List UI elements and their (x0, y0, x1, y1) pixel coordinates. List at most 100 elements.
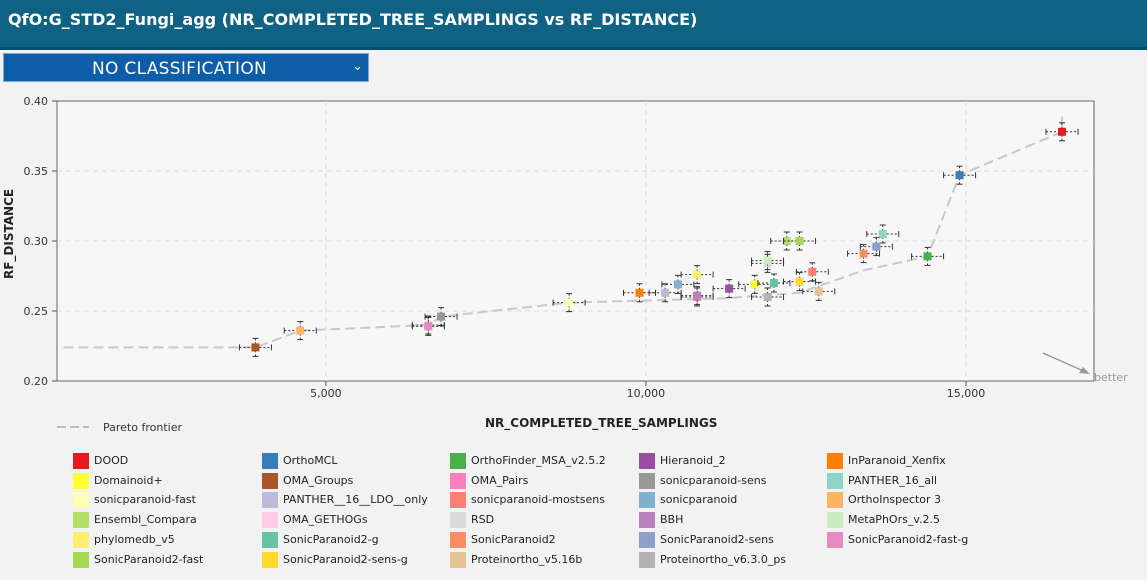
legend-swatch (827, 472, 843, 489)
legend-label: SonicParanoid2-sens-g (283, 552, 408, 566)
point-marker (782, 237, 791, 245)
legend-label: Domainoid+ (94, 473, 163, 487)
point-marker (814, 287, 823, 296)
legend-swatch (639, 512, 655, 529)
legend-label: OrthoMCL (283, 454, 338, 467)
legend-swatch (73, 492, 89, 509)
classification-select[interactable]: NO CLASSIFICATION ⌄ (3, 53, 369, 82)
legend-label: MetaPhOrs_v.2.5 (848, 513, 940, 527)
legend-swatch (73, 453, 89, 469)
legend-swatch (450, 551, 466, 568)
legend-label: sonicparanoid-sens (660, 473, 767, 487)
legend-label: sonicparanoid (660, 493, 738, 507)
data-point (847, 244, 881, 264)
header-bar: QfO:G_STD2_Fungi_agg (NR_COMPLETED_TREE_… (0, 0, 1147, 50)
data-point (911, 246, 945, 266)
point-marker (763, 256, 772, 265)
legend-swatch (73, 472, 89, 489)
y-tick-label: 0.35 (24, 165, 49, 178)
better-arrow (1042, 352, 1089, 374)
x-axis-label: NR_COMPLETED_TREE_SAMPLINGS (485, 416, 717, 431)
legend-label: OrthoFinder_MSA_v2.5.2 (471, 454, 606, 467)
grid (57, 101, 1094, 381)
x-tick-label: 10,000 (627, 387, 666, 400)
point-marker (565, 298, 574, 307)
data-point (411, 316, 445, 336)
data-point (712, 279, 746, 299)
legend-swatch (827, 453, 843, 469)
better-arrow-head (1079, 367, 1090, 374)
legend-swatch (827, 531, 843, 548)
legend-swatch (73, 551, 89, 568)
point-marker (296, 326, 305, 335)
legend-label: OMA_GETHOGs (283, 513, 368, 527)
legend-swatch (262, 453, 278, 469)
point-marker (251, 343, 260, 352)
legend-swatch (639, 551, 655, 568)
y-tick-label: 0.20 (24, 375, 49, 388)
legend-label: SonicParanoid2-fast (94, 552, 204, 566)
data-point (424, 307, 458, 327)
legend-swatch (827, 512, 843, 529)
pareto-legend-label: Pareto frontier (103, 421, 182, 434)
data-point (943, 165, 977, 185)
point-marker (955, 171, 964, 180)
data-point (770, 231, 804, 251)
legend-swatch (639, 472, 655, 489)
data-points (238, 122, 1079, 357)
legend-label: OrthoInspector 3 (848, 493, 942, 507)
y-tick-label: 0.40 (24, 95, 49, 108)
point-marker (693, 291, 702, 300)
data-point (795, 262, 829, 282)
point-marker (1057, 127, 1066, 136)
point-marker (437, 312, 446, 321)
legend-swatch (827, 492, 843, 509)
legend-swatch (450, 492, 466, 509)
legend-label: BBH (660, 513, 684, 527)
point-marker (750, 280, 759, 289)
legend-swatch (639, 453, 655, 469)
point-marker (673, 280, 682, 289)
legend-label: DOOD (94, 454, 129, 467)
legend-label: sonicparanoid-fast (94, 493, 196, 507)
classification-value: NO CLASSIFICATION (92, 59, 268, 79)
legend-swatch (262, 472, 278, 489)
legend-label: SonicParanoid2-fast-g (848, 532, 969, 546)
x-tick-label: 5,000 (310, 387, 342, 400)
axes: 5,000 10,000 15,000 0.20 0.25 0.30 0.35 0.40 (24, 95, 986, 400)
point-marker (769, 279, 778, 287)
point-marker (795, 277, 804, 286)
legend-swatch (262, 512, 278, 529)
legend-swatch (450, 453, 466, 469)
data-point (866, 224, 900, 244)
legend-swatch (262, 492, 278, 509)
legend-swatch (450, 512, 466, 529)
legend-label: InParanoid_Xenfix (848, 454, 946, 467)
point-marker (872, 242, 881, 251)
y-tick-label: 0.25 (24, 305, 49, 318)
data-point (661, 274, 695, 294)
y-axis-label: RF_DISTANCE (2, 189, 17, 279)
data-point (552, 293, 586, 313)
data-point (751, 251, 785, 271)
point-marker (878, 230, 887, 238)
chevron-down-icon: ⌄ (352, 59, 363, 74)
legend-swatch (450, 531, 466, 548)
legend-label: OMA_Pairs (471, 473, 529, 487)
legend-label: PANTHER__16__LDO__only (283, 493, 428, 507)
data-point (680, 286, 714, 306)
legend-label: sonicparanoid-mostsens (471, 493, 605, 507)
legend-swatch (450, 472, 466, 489)
legend-label: PANTHER_16_all (848, 473, 938, 487)
point-marker (424, 322, 433, 331)
legend-swatch (262, 531, 278, 548)
legend: DOOD OrthoMCL OrthoFinder_MSA_v2.5.2 Hieran… (73, 452, 1133, 578)
point-marker (661, 288, 670, 297)
x-tick-label: 15,000 (947, 387, 986, 400)
data-point (802, 281, 836, 301)
point-marker (859, 249, 868, 258)
legend-swatch (639, 492, 655, 509)
legend-label: phylomedb_v5 (94, 532, 175, 546)
data-point (859, 237, 893, 257)
page-title: QfO:G_STD2_Fungi_agg (NR_COMPLETED_TREE_… (8, 10, 698, 29)
